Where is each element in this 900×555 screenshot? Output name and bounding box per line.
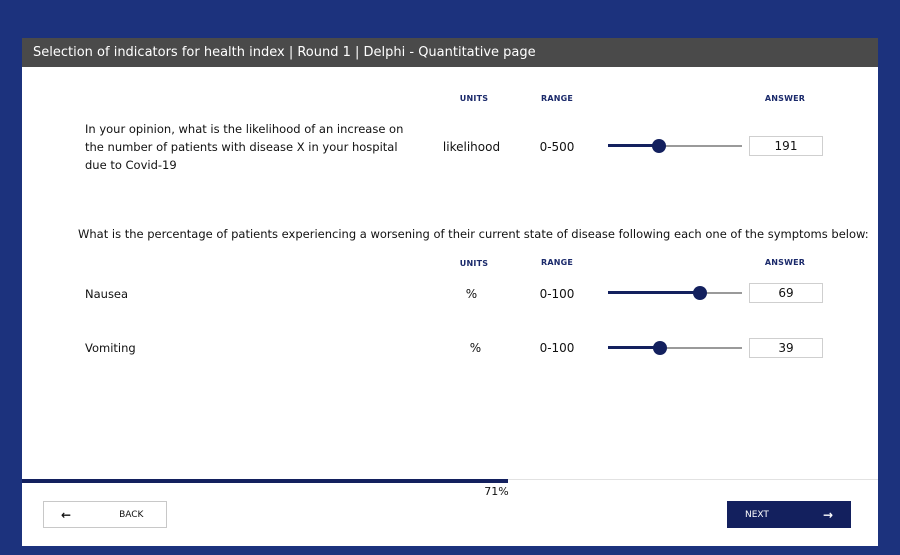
slider-track — [608, 347, 742, 349]
slider-fill — [608, 144, 660, 147]
symptoms-question-text: What is the percentage of patients exper… — [78, 227, 869, 241]
slider-fill — [608, 346, 661, 349]
progress-bar — [22, 479, 509, 483]
units-header-2: UNITS — [459, 259, 489, 268]
likelihood-slider[interactable] — [608, 137, 742, 155]
vomiting-slider[interactable] — [608, 339, 742, 357]
nausea-label: Nausea — [85, 287, 129, 301]
slider-track — [608, 145, 742, 147]
vomiting-label: Vomiting — [85, 341, 136, 355]
slider-fill — [608, 291, 701, 294]
likelihood-answer-input[interactable]: 191 — [749, 136, 823, 156]
vomiting-range: 0-100 — [539, 341, 575, 355]
question-likelihood-text: In your opinion, what is the likelihood … — [85, 122, 404, 172]
survey-panel: Selection of indicators for health index… — [22, 38, 878, 546]
arrow-left-icon: ← — [61, 507, 72, 522]
nausea-range: 0-100 — [539, 287, 575, 301]
back-button-label: BACK — [119, 509, 144, 520]
nausea-answer-input[interactable]: 69 — [749, 283, 823, 303]
vomiting-units: % — [469, 341, 482, 355]
nausea-slider[interactable] — [608, 284, 742, 302]
range-header: RANGE — [540, 94, 574, 103]
vomiting-answer-input[interactable]: 39 — [749, 338, 823, 358]
arrow-right-icon: → — [822, 507, 833, 522]
nausea-units: % — [465, 287, 478, 301]
page-title: Selection of indicators for health index… — [22, 38, 878, 67]
progress-percent: 71% — [484, 485, 509, 498]
units-header: UNITS — [459, 94, 489, 103]
answer-header: ANSWER — [764, 94, 806, 103]
question-likelihood-range: 0-500 — [539, 140, 575, 154]
back-button[interactable]: ← BACK — [43, 501, 167, 528]
question-likelihood-units: likelihood — [442, 140, 501, 154]
range-header-2: RANGE — [540, 258, 574, 267]
next-button-label: NEXT — [745, 509, 769, 520]
next-button[interactable]: NEXT → — [727, 501, 851, 528]
slider-thumb[interactable] — [653, 341, 668, 355]
slider-thumb[interactable] — [652, 139, 667, 153]
slider-thumb[interactable] — [693, 286, 708, 300]
answer-header-2: ANSWER — [764, 258, 806, 267]
